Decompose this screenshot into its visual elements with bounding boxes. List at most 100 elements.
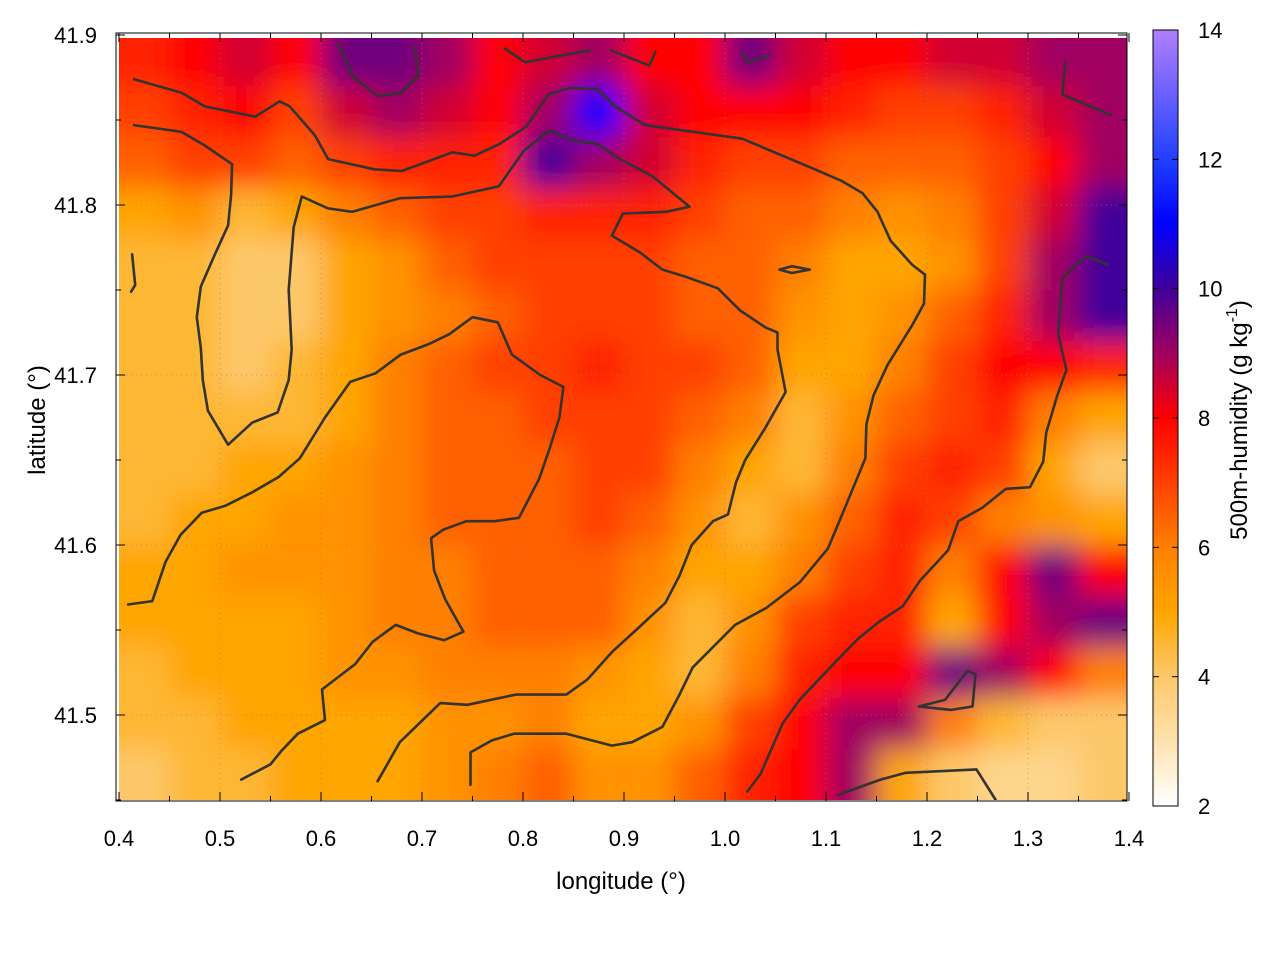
heatmap-cell: [826, 494, 877, 546]
x-tick-label: 1.1: [811, 826, 842, 851]
heatmap-cell: [826, 38, 877, 87]
heatmap-cell: [876, 341, 928, 393]
heatmap-cell: [775, 188, 827, 240]
heatmap-cell: [523, 38, 574, 87]
heatmap-cell: [321, 290, 372, 342]
contour-line: [132, 123, 787, 783]
heatmap-cell: [321, 392, 372, 444]
heatmap-cell: [826, 647, 877, 699]
heatmap-cell: [1028, 290, 1079, 342]
heatmap-cell: [169, 86, 221, 138]
heatmap-cell: [624, 494, 675, 546]
heatmap-cell: [220, 545, 271, 597]
heatmap-cell: [422, 545, 473, 597]
heatmap-cell: [321, 38, 372, 87]
heatmap-cell: [927, 188, 978, 240]
heatmap-cell: [624, 290, 675, 342]
heatmap-cell: [826, 443, 877, 495]
heatmap-cell: [119, 494, 170, 546]
heatmap-cell: [371, 290, 423, 342]
contour-line: [917, 669, 977, 712]
heatmap-cell: [573, 443, 625, 495]
heatmap-cell: [270, 647, 322, 699]
heatmap-cell: [169, 38, 221, 87]
heatmap-cell: [1078, 443, 1127, 495]
heatmap-cell: [119, 137, 170, 189]
colorbar-label-end: ): [1226, 300, 1253, 308]
heatmap-cell: [826, 596, 877, 648]
heatmap-cell: [270, 443, 322, 495]
x-axis-label: longitude (°): [556, 868, 686, 895]
heatmap-cell: [169, 239, 221, 291]
heatmap-cell: [876, 443, 928, 495]
contour-line: [336, 42, 420, 98]
heatmap-cell: [725, 86, 776, 138]
heatmap-cell: [826, 749, 877, 800]
heatmap-cell: [1078, 38, 1127, 87]
heatmap-cell: [119, 698, 170, 750]
heatmap-cell: [119, 341, 170, 393]
heatmap-cell: [321, 86, 372, 138]
heatmap-cell: [523, 239, 574, 291]
heatmap-cell: [1028, 239, 1079, 291]
heatmap-cell: [169, 443, 221, 495]
heatmap-cell: [826, 290, 877, 342]
heatmap-cell: [826, 341, 877, 393]
heatmap-cell: [1078, 137, 1127, 189]
heatmap-cell: [220, 137, 271, 189]
heatmap-cell: [270, 290, 322, 342]
heatmap-cell: [472, 596, 524, 648]
heatmap-cell: [725, 188, 776, 240]
heatmap-cell: [977, 38, 1029, 87]
x-tick-label: 0.9: [609, 826, 640, 851]
heatmap-cell: [321, 545, 372, 597]
heatmap-cell: [624, 86, 675, 138]
y-tick-label: 41.9: [54, 23, 97, 48]
heatmap-cell: [977, 494, 1029, 546]
heatmap-cell: [624, 545, 675, 597]
heatmap-cell: [725, 596, 776, 648]
heatmap-cell: [422, 86, 473, 138]
heatmap-cell: [119, 749, 170, 800]
heatmap-cell: [1078, 341, 1127, 393]
plot-frame: [115, 32, 1128, 802]
heatmap-cell: [119, 290, 170, 342]
heatmap-cell: [169, 188, 221, 240]
heatmap-cell: [371, 647, 423, 699]
contour-line: [836, 768, 998, 800]
heatmap-cell: [826, 137, 877, 189]
heatmap-cell: [1028, 137, 1079, 189]
heatmap-cell: [1078, 188, 1127, 240]
colorbar-tick-label: 10: [1198, 277, 1222, 302]
heatmap-cell: [573, 596, 625, 648]
heatmap-cell: [169, 647, 221, 699]
heatmap-cell: [371, 392, 423, 444]
heatmap-cell: [1028, 341, 1079, 393]
heatmap-cell: [422, 341, 473, 393]
heatmap-cell: [927, 545, 978, 597]
heatmap-cell: [674, 137, 726, 189]
heatmap-cell: [775, 443, 827, 495]
heatmap-cell: [270, 494, 322, 546]
heatmap-cell: [876, 86, 928, 138]
x-tick-label: 1.3: [1013, 826, 1044, 851]
heatmap-cell: [775, 647, 827, 699]
heatmap-cell: [472, 647, 524, 699]
heatmap-cell: [422, 392, 473, 444]
heatmap-cell: [270, 596, 322, 648]
heatmap-cell: [1078, 749, 1127, 800]
heatmap-cell: [573, 239, 625, 291]
heatmap-cell: [422, 647, 473, 699]
heatmap-cell: [927, 341, 978, 393]
heatmap-cell: [876, 647, 928, 699]
heatmap-cell: [1078, 392, 1127, 444]
heatmap-cell: [826, 188, 877, 240]
heatmap-cell: [725, 647, 776, 699]
colorbar-tick-label: 4: [1198, 665, 1210, 690]
colorbar-tick-label: 12: [1198, 147, 1222, 172]
heatmap-cell: [927, 239, 978, 291]
heatmap-cell: [220, 494, 271, 546]
heatmap-cell: [119, 443, 170, 495]
heatmap-cell: [422, 239, 473, 291]
